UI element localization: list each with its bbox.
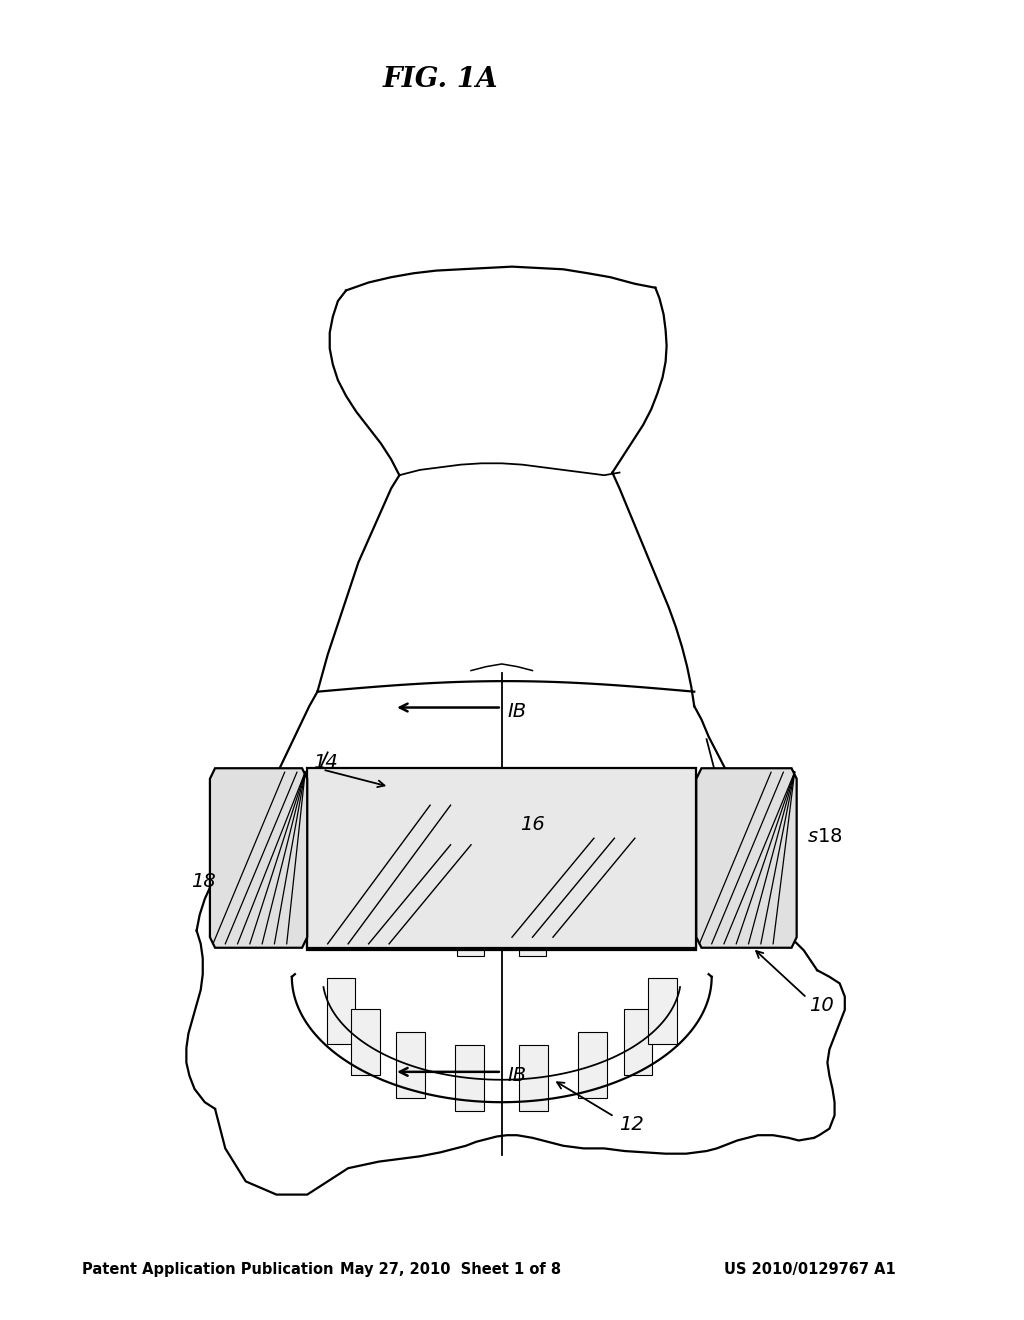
Text: May 27, 2010  Sheet 1 of 8: May 27, 2010 Sheet 1 of 8 bbox=[340, 1262, 561, 1278]
Polygon shape bbox=[307, 935, 696, 950]
Polygon shape bbox=[327, 779, 349, 816]
Polygon shape bbox=[458, 903, 484, 957]
Text: 14: 14 bbox=[313, 754, 338, 772]
Polygon shape bbox=[696, 768, 797, 948]
Text: IB: IB bbox=[508, 1067, 527, 1085]
Polygon shape bbox=[577, 894, 603, 942]
Polygon shape bbox=[327, 978, 355, 1044]
Polygon shape bbox=[621, 875, 647, 920]
Polygon shape bbox=[333, 851, 359, 892]
Text: 10: 10 bbox=[809, 997, 834, 1015]
Text: 18: 18 bbox=[191, 873, 216, 891]
Text: US 2010/0129767 A1: US 2010/0129767 A1 bbox=[724, 1262, 896, 1278]
Polygon shape bbox=[400, 894, 427, 942]
Polygon shape bbox=[301, 779, 324, 816]
Polygon shape bbox=[356, 875, 383, 920]
Text: $\mathit{s}$18: $\mathit{s}$18 bbox=[807, 828, 843, 846]
Polygon shape bbox=[519, 903, 546, 957]
Polygon shape bbox=[352, 779, 375, 816]
Text: Patent Application Publication: Patent Application Publication bbox=[82, 1262, 334, 1278]
Polygon shape bbox=[519, 1045, 548, 1111]
Polygon shape bbox=[624, 1008, 652, 1074]
Polygon shape bbox=[648, 978, 677, 1044]
Polygon shape bbox=[351, 1008, 380, 1074]
Polygon shape bbox=[396, 1032, 425, 1098]
Polygon shape bbox=[456, 1045, 484, 1111]
Polygon shape bbox=[629, 779, 651, 816]
Polygon shape bbox=[210, 768, 307, 948]
Text: IB: IB bbox=[508, 702, 527, 721]
Bar bbox=[307, 768, 696, 948]
Polygon shape bbox=[654, 779, 677, 816]
Text: FIG. 1A: FIG. 1A bbox=[383, 66, 498, 92]
Polygon shape bbox=[680, 779, 702, 816]
Polygon shape bbox=[579, 1032, 607, 1098]
Text: 16: 16 bbox=[520, 816, 545, 834]
Polygon shape bbox=[644, 851, 671, 892]
Text: 12: 12 bbox=[620, 1115, 644, 1134]
